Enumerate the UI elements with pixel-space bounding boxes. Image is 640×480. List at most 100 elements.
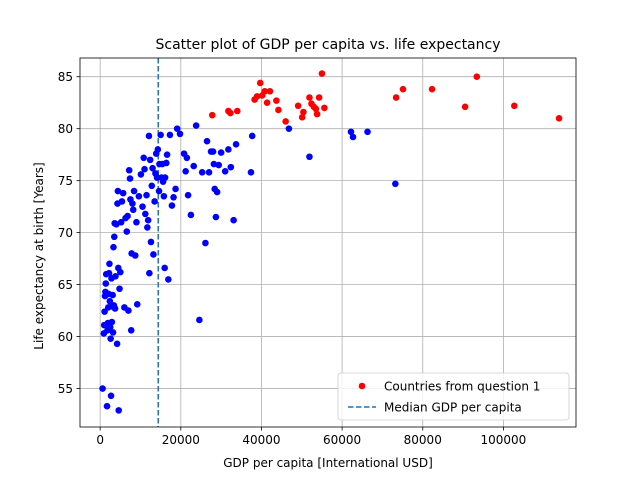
axis-ticks: 0 20000 40000 60000 80000 100000 55 60 65 70 75 80 8… <box>58 70 527 447</box>
country-point <box>107 392 115 400</box>
country-point <box>110 233 118 241</box>
question1-country-point <box>256 79 264 87</box>
country-point <box>117 218 125 226</box>
country-point <box>137 171 145 178</box>
country-point <box>146 156 154 164</box>
country-point <box>217 149 225 156</box>
country-point <box>99 385 106 392</box>
question1-country-point <box>208 111 216 119</box>
country-point <box>144 224 151 231</box>
question1-country-point <box>312 105 320 113</box>
country-point <box>148 182 156 190</box>
country-point <box>102 280 110 287</box>
y-tick-label: 65 <box>58 278 73 292</box>
country-point <box>141 165 148 173</box>
country-point <box>306 153 313 161</box>
question1-country-point <box>253 93 261 100</box>
question1-country-point <box>261 87 268 95</box>
country-point <box>161 174 169 181</box>
y-tick-label: 80 <box>58 122 73 136</box>
y-axis-label: Life expectancy at birth [Years] <box>32 162 46 349</box>
country-point <box>125 307 132 314</box>
country-point <box>146 269 153 277</box>
country-point <box>196 316 203 324</box>
country-point <box>172 185 179 193</box>
country-point <box>108 318 116 326</box>
question1-country-point <box>461 103 469 111</box>
country-point <box>116 285 123 293</box>
country-point <box>184 191 192 199</box>
question1-country-point <box>273 97 280 104</box>
country-point <box>212 213 220 221</box>
country-point <box>349 133 357 141</box>
country-point <box>112 272 119 280</box>
country-point <box>247 169 255 176</box>
plot-frame <box>79 57 577 428</box>
y-tick-label: 85 <box>58 70 73 84</box>
country-point <box>143 191 150 199</box>
question1-country-point <box>313 110 321 118</box>
question1-country-point <box>555 114 563 122</box>
x-tick-label: 60000 <box>323 433 361 447</box>
country-point <box>215 161 223 169</box>
country-point <box>205 169 213 176</box>
question1-country-point <box>298 113 306 121</box>
country-point <box>182 167 189 175</box>
legend-marker <box>358 382 366 390</box>
country-point <box>225 146 232 153</box>
country-point <box>129 200 136 207</box>
country-point <box>109 291 116 299</box>
chart-title: Scatter plot of GDP per capita vs. life … <box>155 37 500 53</box>
country-point <box>125 166 133 174</box>
country-point <box>198 169 206 176</box>
country-point <box>105 269 113 277</box>
country-point <box>165 276 172 283</box>
y-tick-label: 55 <box>58 382 73 396</box>
question1-country-point <box>315 94 323 101</box>
country-point <box>149 164 156 172</box>
data-points <box>99 70 563 414</box>
country-point <box>187 211 195 219</box>
country-point <box>364 128 371 136</box>
question1-country-point <box>318 70 326 77</box>
country-point <box>115 407 123 414</box>
country-point <box>129 206 137 214</box>
country-point <box>160 192 168 200</box>
country-point <box>248 132 256 140</box>
x-tick-label: 40000 <box>242 433 280 447</box>
country-point <box>173 125 181 132</box>
country-point <box>103 402 111 410</box>
country-point <box>119 189 127 197</box>
country-point <box>162 159 170 167</box>
grid-lines <box>80 58 576 427</box>
country-point <box>161 264 168 272</box>
country-point <box>227 163 235 171</box>
legend-label: Median GDP per capita <box>384 400 522 414</box>
x-tick-label: 100000 <box>481 433 527 447</box>
legend: Countries from question 1 Median GDP per … <box>337 372 570 421</box>
question1-country-point <box>511 102 518 110</box>
country-point <box>150 251 157 258</box>
y-tick-label: 60 <box>58 330 73 344</box>
question1-country-point <box>399 85 407 93</box>
country-point <box>213 188 221 196</box>
country-point <box>192 122 200 129</box>
question1-country-point <box>321 104 328 112</box>
x-tick-label: 80000 <box>404 433 442 447</box>
country-point <box>133 301 141 308</box>
question1-country-point <box>233 107 241 115</box>
country-point <box>126 175 134 182</box>
country-point <box>113 340 121 348</box>
country-point <box>347 128 355 136</box>
country-point <box>392 180 399 188</box>
country-point <box>107 335 114 342</box>
country-point <box>106 323 114 331</box>
country-point <box>106 297 114 305</box>
country-point <box>203 137 211 145</box>
country-point <box>130 187 138 195</box>
x-tick-label: 20000 <box>162 433 200 447</box>
country-point <box>190 162 198 170</box>
country-point <box>232 140 240 148</box>
country-point <box>157 131 164 139</box>
x-axis-label: GDP per capita [International USD] <box>223 456 433 470</box>
